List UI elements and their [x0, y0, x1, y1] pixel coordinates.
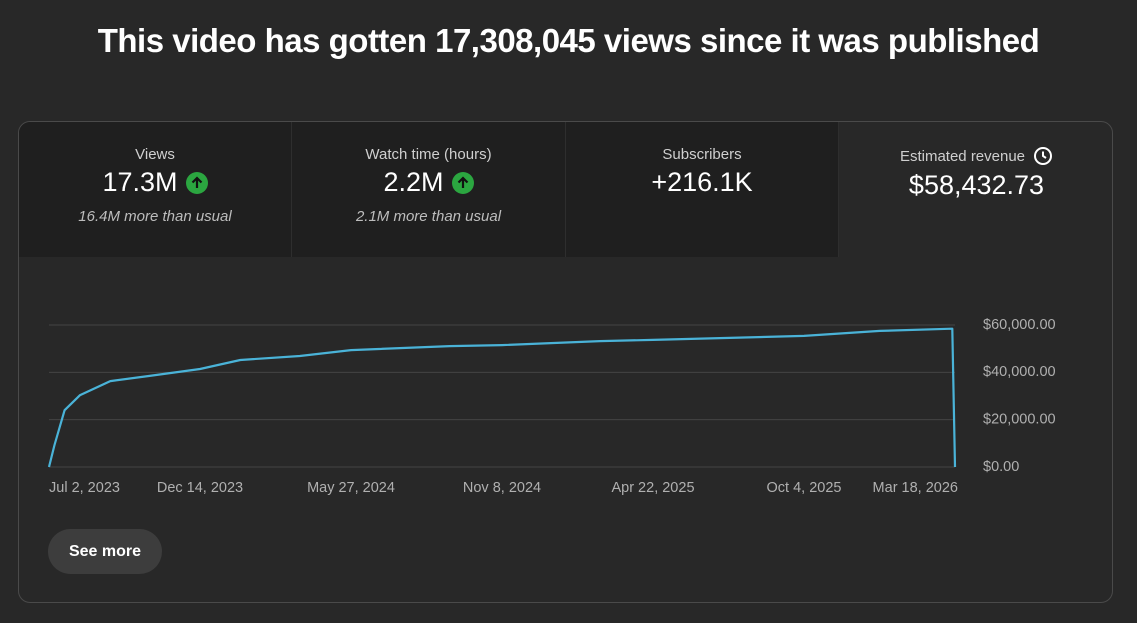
metric-value: 17.3M [102, 167, 178, 197]
see-more-button[interactable]: See more [48, 529, 162, 574]
y-tick-label: $20,000.00 [983, 411, 1056, 427]
x-tick-label: Nov 8, 2024 [463, 480, 541, 496]
metric-tile[interactable]: Watch time (hours) 2.2M 2.1M more than u… [292, 122, 566, 257]
clock-icon [1034, 147, 1053, 165]
metric-label-row: Estimated revenue [839, 146, 1112, 166]
metric-value-row: 2.2M [292, 167, 565, 198]
x-tick-label: Mar 18, 2026 [873, 480, 958, 496]
x-tick-label: May 27, 2024 [307, 480, 395, 496]
metric-tile[interactable]: Subscribers +216.1K [566, 122, 839, 257]
x-tick-label: Jul 2, 2023 [49, 480, 120, 496]
metric-label: Views [135, 146, 175, 163]
page-title: This video has gotten 17,308,045 views s… [97, 22, 1040, 59]
metric-label: Estimated revenue [899, 147, 1026, 165]
y-tick-label: $60,000.00 [983, 317, 1056, 333]
metric-note: 16.4M more than usual [78, 208, 232, 225]
up-icon [185, 171, 208, 194]
analytics-card: Views 17.3M 16.4M more than usual Watch … [18, 121, 1113, 603]
y-tick-label: $0.00 [983, 459, 1019, 475]
chart: $0.00 $20,000.00 $40,000.00 $60,000.00 Jul 2… [47, 317, 1056, 496]
metric-tile[interactable]: Estimated revenue $58,432.73 [839, 122, 1112, 257]
metric-value: 2.2M [383, 167, 444, 197]
metric-note: 2.1M more than usual [355, 208, 502, 225]
x-tick-label: Oct 4, 2025 [767, 480, 842, 496]
metric-label: Watch time (hours) [365, 146, 492, 163]
y-tick-label: $40,000.00 [983, 364, 1056, 380]
up-icon [451, 171, 474, 194]
metric-value: $58,432.73 [908, 170, 1045, 200]
x-tick-label: Dec 14, 2023 [157, 480, 243, 496]
metric-label: Subscribers [662, 146, 742, 163]
metric-value-row: 17.3M [19, 167, 291, 198]
x-tick-label: Apr 22, 2025 [611, 480, 694, 496]
revenue-line [47, 327, 957, 468]
metric-value: +216.1K [651, 167, 753, 197]
metric-tile[interactable]: Views 17.3M 16.4M more than usual [19, 122, 292, 257]
